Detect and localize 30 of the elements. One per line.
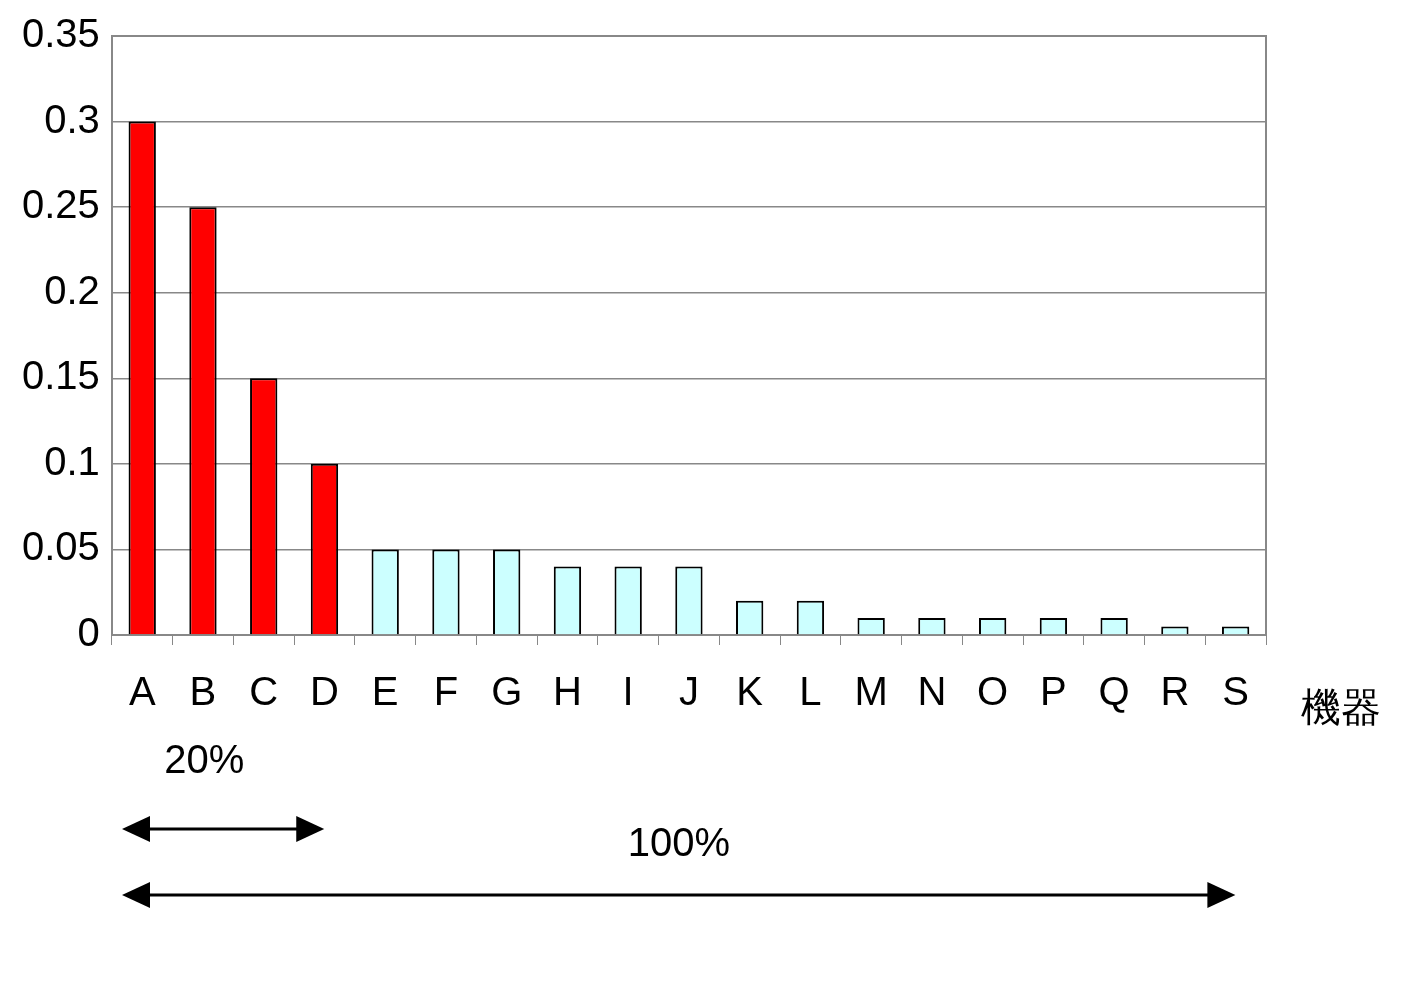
x-tick-label: C [249,669,279,714]
x-tick-label: I [622,669,634,714]
x-tick-label: J [678,669,699,714]
y-tick-label: 0.3 [44,96,100,141]
x-tick-label: H [552,669,582,714]
y-tick-label: 0.05 [21,524,100,569]
y-tick-label: 0.35 [21,11,100,56]
y-tick-label: 0.1 [44,438,100,483]
x-tick-label: P [1040,669,1067,714]
text: 20% [164,737,245,782]
y-tick-label: 0 [77,610,100,655]
x-tick-label: R [1160,669,1190,714]
x-tick-label: F [433,669,459,714]
x-tick-label: M [854,669,888,714]
x-tick-label: Q [1098,669,1130,714]
x-tick-label: A [128,669,156,714]
x-tick-label: G [491,669,523,714]
y-tick-label: 0.15 [21,353,100,398]
x-axis-title: 機器 [1301,685,1381,730]
x-tick-label: N [917,669,947,714]
x-tick-label: L [799,669,822,714]
x-tick-label: E [371,669,399,714]
x-tick-label: S [1222,669,1249,714]
x-tick-label: K [736,669,764,714]
x-tick-label: D [310,669,339,714]
x-tick-label: O [977,669,1009,714]
y-tick-label: 0.25 [21,182,100,227]
x-tick-label: B [189,669,217,714]
y-tick-label: 0.2 [44,267,100,312]
text: 100% [627,820,731,865]
